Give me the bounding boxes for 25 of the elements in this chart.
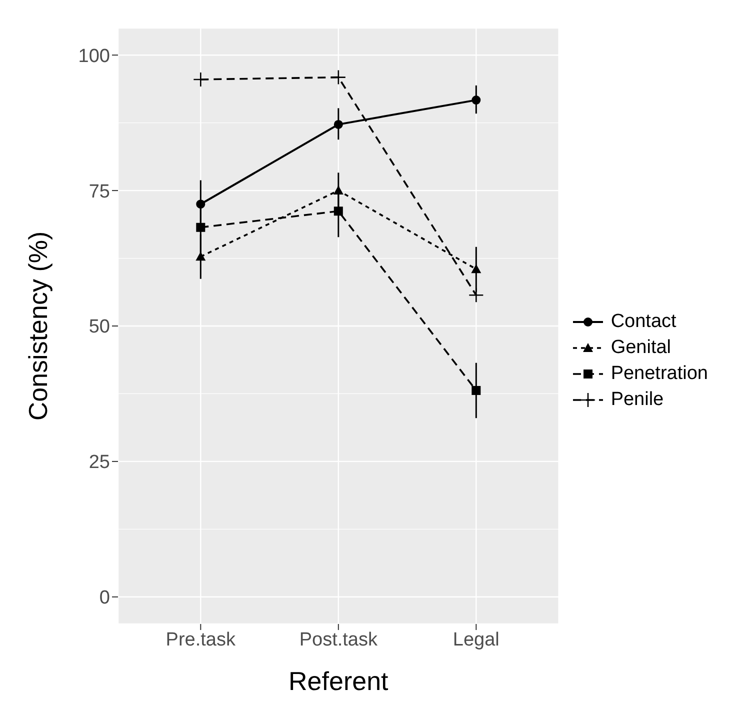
point bbox=[333, 186, 344, 195]
point bbox=[196, 222, 206, 232]
y-tick-label: 100 bbox=[78, 46, 110, 67]
y-tick-label: 0 bbox=[99, 588, 110, 609]
point bbox=[471, 264, 482, 274]
legend-label: Penile bbox=[610, 389, 664, 411]
legend-label: Genital bbox=[610, 337, 672, 359]
y-tick-label: 50 bbox=[88, 316, 110, 338]
y-tick-label: 25 bbox=[88, 452, 110, 474]
point bbox=[196, 200, 206, 209]
y-tick-label: 75 bbox=[88, 181, 110, 202]
point bbox=[334, 206, 343, 216]
x-axis-title: Referent bbox=[288, 666, 390, 696]
point bbox=[334, 120, 343, 129]
point bbox=[468, 287, 484, 303]
point bbox=[472, 96, 481, 105]
point bbox=[193, 72, 208, 88]
point bbox=[196, 252, 206, 261]
y-axis-title: Consistency (%) bbox=[23, 231, 54, 421]
x-tick-label: Pre.task bbox=[166, 629, 236, 650]
legend-label: Penetration bbox=[610, 363, 708, 385]
x-tick-label: Post.task bbox=[299, 629, 378, 650]
point bbox=[472, 386, 481, 395]
x-tick-label: Legal bbox=[452, 629, 500, 650]
legend-label: Contact bbox=[610, 311, 676, 333]
